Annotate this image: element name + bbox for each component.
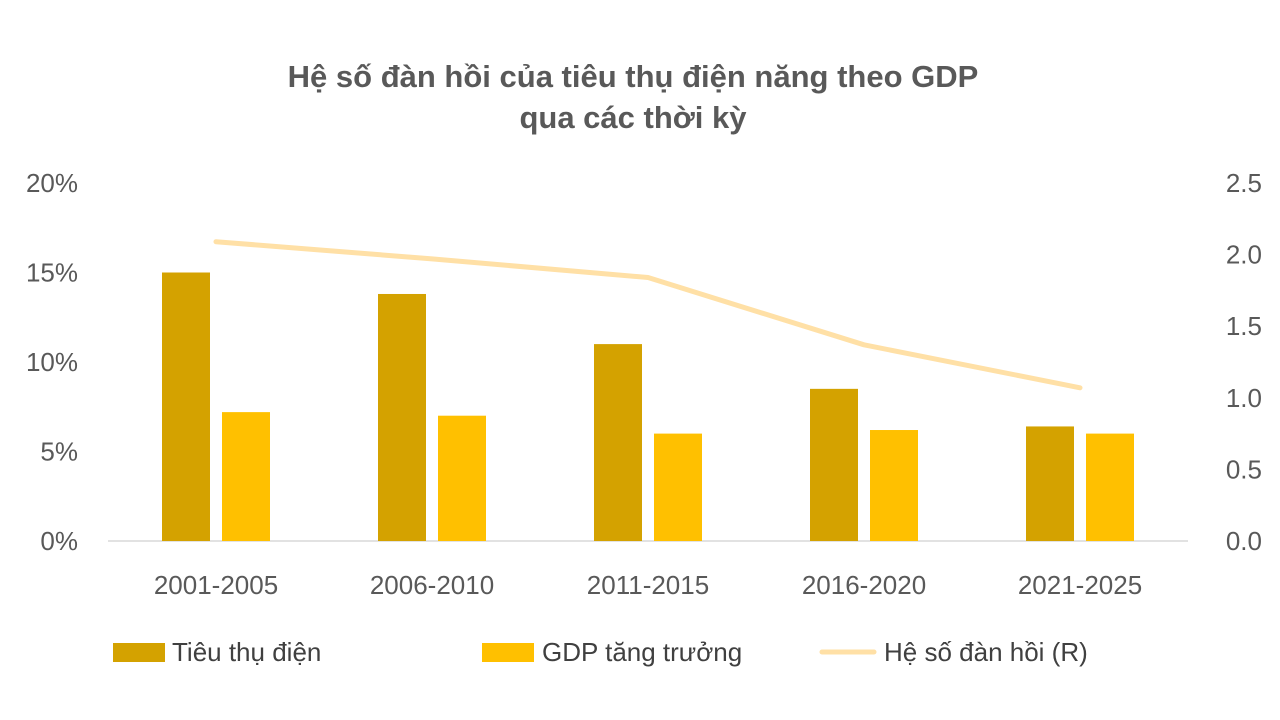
chart-title-line-1: Hệ số đàn hồi của tiêu thụ điện năng the… bbox=[288, 59, 979, 94]
y-right-tick-label: 1.5 bbox=[1226, 311, 1262, 341]
bar-tieu-thu-dien bbox=[810, 388, 858, 541]
y-left-tick-label: 5% bbox=[40, 437, 78, 467]
line-series bbox=[213, 239, 1083, 391]
category-label: 2021-2025 bbox=[1018, 570, 1142, 600]
category-label: 2001-2005 bbox=[154, 570, 278, 600]
bar-series bbox=[162, 272, 1134, 541]
y-right-tick-label: 2.0 bbox=[1226, 240, 1262, 270]
legend-swatch bbox=[113, 643, 165, 662]
bar-gdp-tang-truong bbox=[1086, 433, 1134, 541]
category-label: 2011-2015 bbox=[587, 570, 709, 600]
bar-gdp-tang-truong bbox=[654, 433, 702, 541]
bar-gdp-tang-truong bbox=[438, 415, 486, 541]
category-label: 2006-2010 bbox=[370, 570, 494, 600]
y-right-tick-label: 0.0 bbox=[1226, 526, 1262, 556]
legend-label: Hệ số đàn hồi (R) bbox=[884, 637, 1088, 667]
legend-label: GDP tăng trưởng bbox=[542, 637, 742, 667]
bar-tieu-thu-dien bbox=[162, 272, 210, 541]
legend: Tiêu thụ điện GDP tăng trưởng Hệ số đàn hồ… bbox=[113, 637, 1088, 667]
line-he-so-dan-hoi bbox=[213, 239, 1083, 391]
bar-gdp-tang-truong bbox=[222, 412, 270, 541]
y-left-tick-label: 0% bbox=[40, 526, 78, 556]
chart-axes: 0% 5% 10% 15% 20% 0.0 0.5 1.0 1.5 2.0 2.5 bbox=[26, 168, 1262, 556]
chart-title: Hệ số đàn hồi của tiêu thụ điện năng the… bbox=[288, 59, 979, 135]
y-left-tick-label: 15% bbox=[26, 258, 78, 288]
y-right-tick-label: 2.5 bbox=[1226, 168, 1262, 198]
bar-tieu-thu-dien bbox=[1026, 426, 1074, 541]
y-left-tick-label: 10% bbox=[26, 347, 78, 377]
y-right-tick-label: 0.5 bbox=[1226, 454, 1262, 484]
chart-title-line-2: qua các thời kỳ bbox=[519, 100, 747, 135]
legend-swatch bbox=[482, 643, 534, 662]
category-labels: 2001-2005 2006-2010 2011-2015 2016-2020 2021… bbox=[154, 570, 1142, 600]
bar-tieu-thu-dien bbox=[594, 344, 642, 541]
legend-label: Tiêu thụ điện bbox=[172, 637, 321, 667]
bar-tieu-thu-dien bbox=[378, 293, 426, 541]
y-right-tick-label: 1.0 bbox=[1226, 383, 1262, 413]
category-label: 2016-2020 bbox=[802, 570, 926, 600]
bar-gdp-tang-truong bbox=[870, 430, 918, 541]
y-left-tick-label: 20% bbox=[26, 168, 78, 198]
